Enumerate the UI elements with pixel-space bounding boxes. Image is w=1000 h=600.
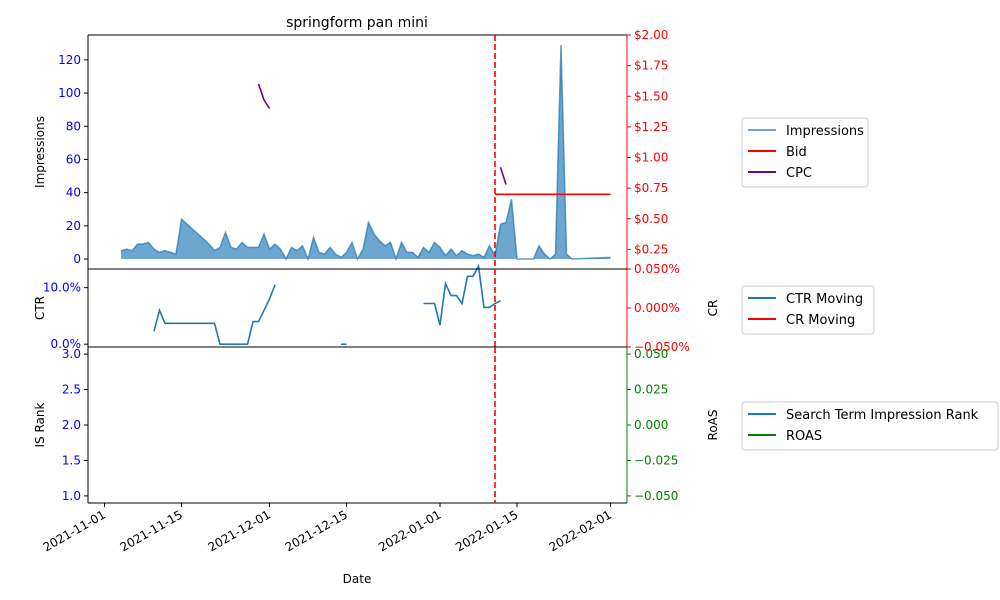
rank-panel: 1.0 1.5 2.0 2.5 3.0 0.050 0.025 0.000 −0.025 −0.0…: [33, 346, 999, 504]
legend-label: Search Term Impression Rank: [786, 408, 979, 423]
left-tick-label: 2.5: [62, 383, 81, 397]
legend-box: [741, 117, 869, 188]
legend-label: CPC: [786, 166, 812, 181]
x-tick-label: 2021-12-01: [206, 507, 273, 554]
left-tick-label: 0: [73, 252, 81, 266]
ctr-moving-line-2: [423, 263, 501, 326]
left-tick-label: 2.0: [62, 418, 81, 432]
legend-label: CR Moving: [786, 313, 855, 328]
left-tick-label: 1.5: [62, 453, 81, 467]
left-tick-label: 3.0: [62, 347, 81, 361]
legend-label: Bid: [786, 145, 807, 160]
cpc-line-1: [499, 167, 507, 185]
right-tick-label: 0.050%: [634, 262, 680, 276]
x-tick-label: 2021-12-15: [283, 507, 350, 554]
right-tick-label: $1.25: [634, 120, 668, 134]
right-axis-label: CR: [706, 300, 720, 317]
left-tick-label: 10.0%: [43, 281, 81, 295]
x-tick-label: 2022-02-01: [547, 507, 614, 554]
impressions-panel: 0 20 40 60 80 100 120 $0.25 $0.50 $0.75 $1.00 $1.25…: [33, 28, 869, 270]
legend-label: Impressions: [786, 124, 864, 139]
chart-title: springform pan mini: [286, 15, 428, 31]
right-tick-label: $1.00: [634, 151, 668, 165]
x-axis-label: Date: [343, 572, 372, 586]
right-tick-label: $1.50: [634, 89, 668, 103]
left-tick-label: 120: [58, 53, 81, 67]
left-axis-label: IS Rank: [33, 402, 47, 447]
x-tick-label: 2022-01-15: [453, 507, 520, 554]
right-tick-label: $0.25: [634, 242, 668, 256]
x-tick-label: 2022-01-01: [376, 507, 443, 554]
impressions-area: [121, 45, 611, 259]
legend-box: [741, 401, 999, 451]
ctr-moving-line-0: [153, 284, 276, 346]
left-axis-label: CTR: [33, 296, 47, 320]
impressions-line: [120, 44, 611, 262]
right-axis-label: RoAS: [706, 410, 720, 441]
right-tick-label: 0.000%: [634, 301, 680, 315]
right-tick-label: 0.000: [634, 418, 668, 432]
cpc-line-0: [257, 83, 271, 109]
right-tick-label: $0.75: [634, 181, 668, 195]
left-tick-label: 0.0%: [51, 337, 82, 351]
right-tick-label: −0.050%: [634, 340, 690, 354]
legend-label: ROAS: [786, 429, 822, 444]
legend-label: CTR Moving: [786, 292, 863, 307]
legend: Impressions Bid CPC: [741, 117, 869, 188]
legend: CTR Moving CR Moving: [741, 285, 875, 335]
left-tick-label: 60: [66, 152, 81, 166]
legend: Search Term Impression Rank ROAS: [741, 401, 999, 451]
x-tick-label: 2021-11-01: [41, 507, 108, 554]
right-tick-label: −0.025: [634, 453, 678, 467]
left-tick-label: 1.0: [62, 489, 81, 503]
left-tick-label: 80: [66, 119, 81, 133]
left-tick-label: 40: [66, 186, 81, 200]
left-tick-label: 100: [58, 86, 81, 100]
ctr-panel: 0.0% 10.0% 0.050% 0.000% −0.050% CTR CR CTR Mov…: [33, 262, 875, 354]
right-tick-label: $1.75: [634, 59, 668, 73]
right-tick-label: 0.050: [634, 347, 668, 361]
right-tick-label: $0.50: [634, 212, 668, 226]
left-axis-label: Impressions: [33, 116, 47, 188]
left-tick-label: 20: [66, 219, 81, 233]
x-tick-label: 2021-11-15: [118, 507, 185, 554]
right-tick-label: −0.050: [634, 489, 678, 503]
right-tick-label: 0.025: [634, 383, 668, 397]
right-tick-label: $2.00: [634, 28, 668, 42]
